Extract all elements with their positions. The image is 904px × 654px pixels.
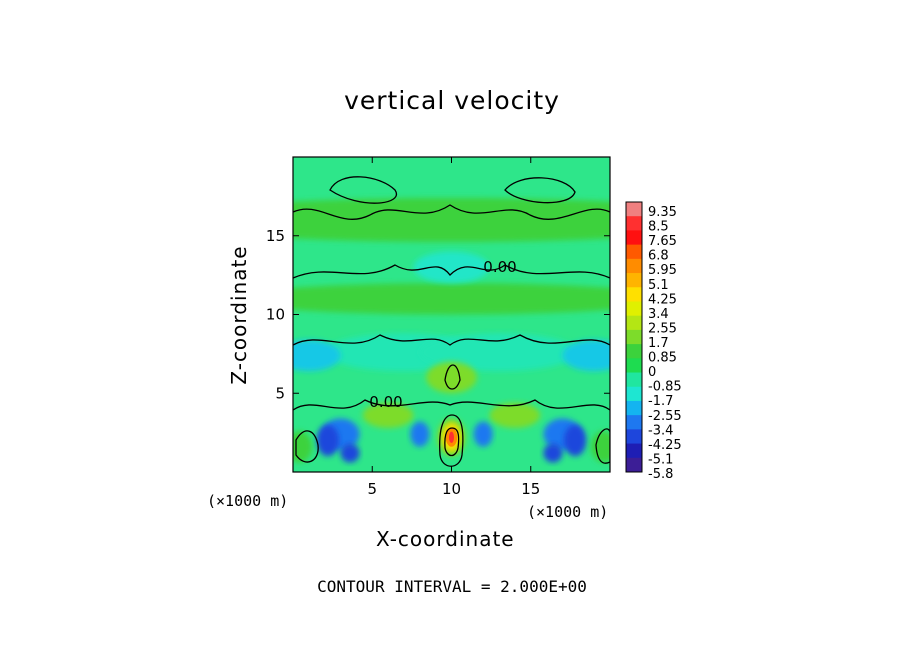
field-patch bbox=[426, 361, 477, 394]
colorbar-label: 0.85 bbox=[648, 351, 677, 366]
field-patch bbox=[590, 431, 610, 463]
x-tick-label: 10 bbox=[442, 480, 461, 498]
field-patch bbox=[340, 443, 360, 463]
colorbar-swatch bbox=[626, 301, 642, 317]
y-tick-label: 15 bbox=[266, 227, 285, 245]
chart-title: vertical velocity bbox=[344, 86, 560, 115]
colorbar-label: 8.5 bbox=[648, 220, 669, 235]
colorbar-label: 5.1 bbox=[648, 278, 669, 293]
contour-label: 0.00 bbox=[483, 258, 516, 276]
colorbar-label: 4.25 bbox=[648, 292, 677, 307]
colorbar-label: 6.8 bbox=[648, 249, 669, 264]
colorbar-frame bbox=[625, 201, 643, 473]
field-patch bbox=[293, 431, 313, 463]
contour-line bbox=[293, 264, 610, 279]
colorbar: 9.358.57.656.85.955.14.253.42.551.70.850… bbox=[625, 201, 682, 482]
colorbar-swatch bbox=[626, 443, 642, 459]
velocity-field bbox=[293, 157, 610, 472]
contour-interval-note: CONTOUR INTERVAL = 2.000E+00 bbox=[317, 577, 587, 596]
z-unit-label: (×1000 m) bbox=[207, 492, 289, 510]
colorbar-swatch bbox=[626, 287, 642, 302]
colorbar-label: -1.7 bbox=[648, 394, 673, 409]
field-patch bbox=[448, 431, 455, 444]
colorbar-label: -4.25 bbox=[648, 438, 682, 453]
field-patch bbox=[410, 421, 430, 447]
colorbar-swatch bbox=[626, 457, 642, 473]
colorbar-swatch bbox=[626, 400, 642, 416]
field-patch bbox=[316, 424, 339, 457]
field-patch bbox=[543, 443, 563, 463]
contour-lines bbox=[293, 176, 610, 467]
field-patch bbox=[564, 424, 587, 457]
colorbar-swatch bbox=[626, 315, 642, 331]
colorbar-swatch bbox=[626, 329, 642, 345]
y-tick-label: 5 bbox=[275, 384, 285, 402]
colorbar-label: 0 bbox=[648, 365, 656, 380]
y-tick-label: 10 bbox=[266, 306, 285, 324]
colorbar-swatch bbox=[626, 216, 642, 231]
colorbar-swatch bbox=[626, 202, 642, 217]
field-patch bbox=[362, 402, 414, 428]
field-patch bbox=[473, 421, 493, 447]
colorbar-swatch bbox=[626, 386, 642, 402]
colorbar-swatch bbox=[626, 358, 642, 374]
field-patch bbox=[413, 251, 490, 283]
colorbar-label: 9.35 bbox=[648, 205, 677, 220]
x-axis-label: X-coordinate bbox=[376, 527, 515, 551]
colorbar-label: 3.4 bbox=[648, 307, 669, 322]
colorbar-label: -5.1 bbox=[648, 452, 673, 467]
colorbar-swatch bbox=[626, 258, 642, 274]
field-patch bbox=[293, 339, 341, 372]
colorbar-swatch bbox=[626, 429, 642, 445]
colorbar-swatch bbox=[626, 273, 642, 288]
contour-line bbox=[293, 204, 610, 220]
colorbar-swatch bbox=[626, 344, 642, 359]
field-patch bbox=[489, 402, 541, 428]
colorbar-swatch bbox=[626, 415, 642, 430]
contour-line bbox=[329, 176, 398, 204]
contour-line bbox=[595, 428, 610, 464]
x-tick-label: 5 bbox=[367, 480, 377, 498]
colorbar-label: -0.85 bbox=[648, 380, 682, 395]
colorbar-label: -2.55 bbox=[648, 409, 682, 424]
colorbar-label: -3.4 bbox=[648, 423, 673, 438]
colorbar-swatch bbox=[626, 230, 642, 246]
colorbar-swatch bbox=[626, 372, 642, 388]
colorbar-label: 1.7 bbox=[648, 336, 669, 351]
contour-labels: 0.00 0.00 bbox=[369, 258, 516, 411]
colorbar-label: -5.8 bbox=[648, 467, 673, 482]
y-axis: 5 10 15 bbox=[266, 227, 610, 402]
contour-line bbox=[444, 364, 461, 390]
x-axis: 5 10 15 bbox=[367, 157, 540, 498]
field-patch bbox=[562, 339, 610, 372]
colorbar-label: 5.95 bbox=[648, 263, 677, 278]
colorbar-label: 2.55 bbox=[648, 321, 677, 336]
contour-line bbox=[295, 430, 319, 463]
colorbar-label: 7.65 bbox=[648, 234, 677, 249]
colorbar-swatch bbox=[626, 244, 642, 260]
contour-line bbox=[444, 427, 460, 457]
field-patch bbox=[419, 333, 579, 372]
contour-label: 0.00 bbox=[369, 393, 402, 411]
contour-line bbox=[293, 334, 610, 346]
field-patch bbox=[293, 197, 610, 243]
field-patch bbox=[293, 283, 610, 315]
contour-line bbox=[293, 399, 610, 411]
contour-line bbox=[504, 177, 576, 204]
x-unit-label: (×1000 m) bbox=[527, 503, 609, 521]
x-tick-label: 15 bbox=[521, 480, 540, 498]
